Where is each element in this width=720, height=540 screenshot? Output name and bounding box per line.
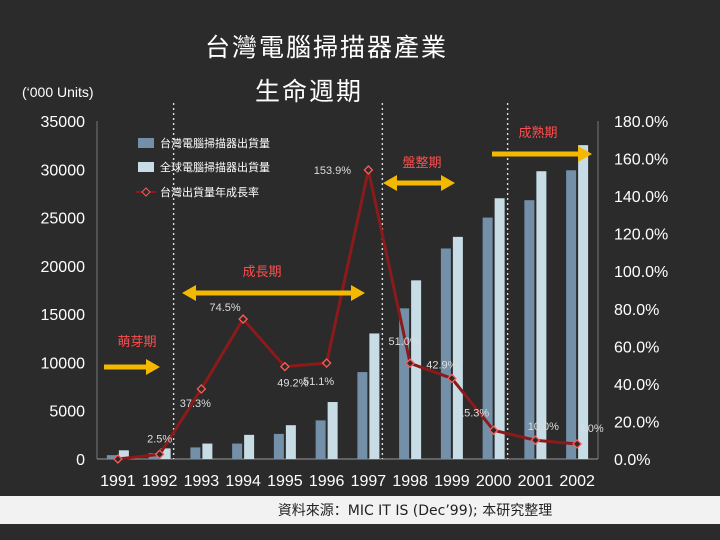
phase-arrow [383, 175, 455, 191]
right-tick-label: 80.0% [614, 302, 659, 319]
x-tick-label: 2002 [559, 473, 595, 490]
right-tick-label: 140.0% [614, 189, 668, 206]
phase-label: 成長期 [242, 265, 281, 280]
growth-rate-label: 74.5% [210, 302, 241, 314]
legend-label: 台灣電腦掃描器出貨量 [160, 136, 270, 150]
chart-title-line-1: 台灣電腦掃描器產業 [205, 33, 449, 62]
x-tick-label: 1999 [434, 473, 470, 490]
global-shipment-bar [244, 434, 255, 459]
x-tick-label: 1992 [142, 473, 178, 490]
source-note: 資料來源：MIC IT IS (Dec’99); 本研究整理 [0, 496, 720, 524]
legend-swatch [138, 138, 154, 148]
taiwan-shipment-bar [106, 455, 117, 459]
growth-rate-point [446, 373, 457, 384]
left-tick-label: 30000 [41, 162, 86, 179]
growth-rate-point [405, 358, 416, 369]
global-shipment-bar [160, 448, 171, 459]
right-tick-label: 40.0% [614, 377, 659, 394]
global-shipment-bar [202, 443, 213, 459]
growth-rate-label: 37.3% [180, 398, 211, 410]
legend-swatch [138, 162, 154, 172]
growth-rate-label: 51.0% [389, 336, 420, 348]
phase-label: 萌芽期 [117, 335, 156, 350]
phase-arrow [182, 285, 365, 301]
left-tick-label: 5000 [49, 404, 85, 421]
phase-label: 盤整期 [402, 156, 441, 171]
taiwan-shipment-bar [315, 420, 326, 459]
growth-rate-point [530, 435, 541, 446]
growth-rate-point [238, 314, 249, 325]
left-tick-label: 25000 [41, 211, 86, 228]
left-tick-label: 15000 [41, 307, 86, 324]
right-tick-label: 100.0% [614, 264, 668, 281]
right-tick-label: 0.0% [614, 452, 650, 469]
taiwan-shipment-bar [482, 217, 493, 459]
growth-rate-point [572, 439, 583, 449]
growth-rate-label: 42.9% [426, 359, 457, 371]
unit-note: (‘000 Units) [22, 84, 94, 100]
global-shipment-bar [369, 333, 380, 459]
x-tick-label: 1996 [309, 473, 345, 490]
global-shipment-bar [118, 450, 129, 459]
growth-rate-label: 10.0% [528, 421, 559, 433]
x-tick-label: 1998 [392, 473, 428, 490]
x-tick-label: 2001 [518, 473, 554, 490]
growth-rate-point [488, 425, 499, 436]
taiwan-shipment-bar [399, 308, 410, 459]
phase-arrow [492, 146, 592, 162]
legend-label: 台灣出貨量年成長率 [160, 185, 259, 199]
growth-rate-label: 8.0% [579, 423, 604, 435]
left-tick-label: 35000 [41, 114, 86, 131]
taiwan-shipment-bar [232, 443, 243, 459]
global-shipment-bar [452, 236, 463, 459]
x-tick-label: 1995 [267, 473, 303, 490]
taiwan-shipment-bar [357, 372, 368, 459]
x-tick-label: 2000 [476, 473, 512, 490]
growth-rate-label: 15.3% [458, 407, 489, 419]
x-tick-label: 1997 [351, 473, 387, 490]
global-shipment-bar [411, 280, 422, 459]
growth-rate-label: 49.2% [277, 378, 308, 390]
legend-label: 全球電腦掃描器出貨量 [160, 160, 270, 174]
growth-rate-label: 153.9% [314, 165, 352, 177]
growth-rate-point [112, 454, 123, 464]
left-tick-label: 0 [76, 452, 85, 469]
left-tick-label: 20000 [41, 259, 86, 276]
growth-rate-point [279, 361, 290, 372]
x-tick-label: 1993 [184, 473, 220, 490]
growth-rate-point [196, 384, 207, 394]
taiwan-shipment-bar [566, 170, 577, 459]
global-shipment-bar [327, 402, 338, 459]
global-shipment-bar [494, 198, 505, 459]
global-shipment-bar [578, 145, 589, 459]
right-tick-label: 160.0% [614, 152, 668, 169]
taiwan-shipment-bar [524, 200, 535, 459]
growth-rate-label: 2.5% [147, 433, 172, 445]
phase-arrow [104, 359, 160, 375]
right-tick-label: 180.0% [614, 114, 668, 131]
global-shipment-bar [536, 171, 547, 459]
left-tick-label: 10000 [41, 355, 86, 372]
growth-rate-point [363, 165, 374, 175]
taiwan-shipment-bar [273, 433, 284, 459]
phase-label: 成熟期 [518, 125, 557, 141]
right-tick-label: 120.0% [614, 227, 668, 244]
taiwan-shipment-bar [190, 447, 201, 459]
growth-rate-point [321, 358, 332, 368]
right-tick-label: 60.0% [614, 339, 659, 356]
legend-marker [141, 187, 151, 197]
growth-rate-line [117, 169, 578, 461]
right-tick-label: 20.0% [614, 414, 659, 431]
taiwan-shipment-bar [440, 248, 451, 459]
chart-title-line-2: 生命週期 [255, 77, 364, 106]
x-tick-label: 1991 [100, 473, 136, 490]
global-shipment-bar [285, 425, 296, 459]
growth-rate-label: 51.1% [303, 376, 334, 388]
growth-rate-point [154, 449, 165, 460]
x-tick-label: 1994 [225, 473, 261, 490]
